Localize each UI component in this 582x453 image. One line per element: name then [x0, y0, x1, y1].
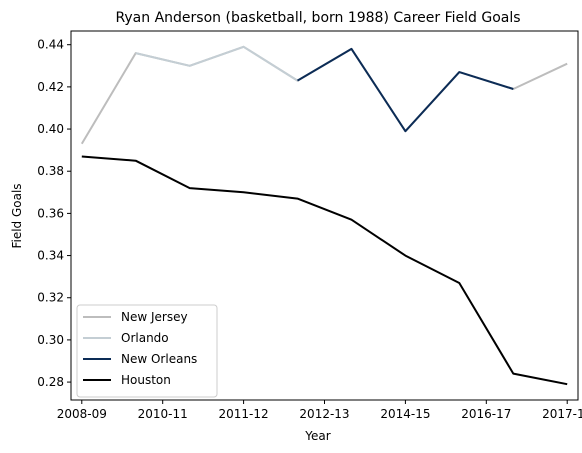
x-tick-label: 2011-12: [219, 407, 269, 421]
series-line-houston: [81, 155, 568, 386]
legend-label: Orlando: [121, 331, 169, 345]
y-tick-label: 0.40: [37, 122, 64, 136]
series-line-new-orleans: [296, 47, 514, 133]
legend-label: Houston: [121, 373, 171, 387]
x-tick-label: 2014-15: [380, 407, 430, 421]
x-tick-label: 2012-13: [299, 407, 349, 421]
plot-area: 2008-09 2010-11 2011-12 2012-13 2014-15 2016-…: [37, 30, 582, 421]
x-axis-label: Year: [304, 429, 330, 443]
y-tick-label: 0.30: [37, 333, 64, 347]
y-tick-label: 0.38: [37, 164, 64, 178]
y-tick-label: 0.34: [37, 249, 64, 263]
series-line-new-jersey: [80, 45, 568, 145]
legend-label: New Orleans: [121, 352, 197, 366]
y-tick-label: 0.42: [37, 80, 64, 94]
x-tick-label: 2008-09: [57, 407, 107, 421]
series-line-orlando: [135, 45, 299, 82]
x-tick-label: 2017-18: [542, 407, 582, 421]
y-tick-label: 0.44: [37, 38, 64, 52]
chart-title: Ryan Anderson (basketball, born 1988) Ca…: [115, 10, 520, 26]
legend: New Jersey Orlando New Orleans Houston: [76, 304, 218, 398]
y-tick-label: 0.32: [37, 291, 64, 305]
y-axis-label: Field Goals: [10, 183, 24, 248]
x-tick-label: 2010-11: [138, 407, 188, 421]
legend-label: New Jersey: [121, 310, 188, 324]
y-tick-label: 0.28: [37, 375, 64, 389]
legend-box: [76, 304, 218, 398]
x-tick-label: 2016-17: [461, 407, 511, 421]
y-tick-label: 0.36: [37, 206, 64, 220]
